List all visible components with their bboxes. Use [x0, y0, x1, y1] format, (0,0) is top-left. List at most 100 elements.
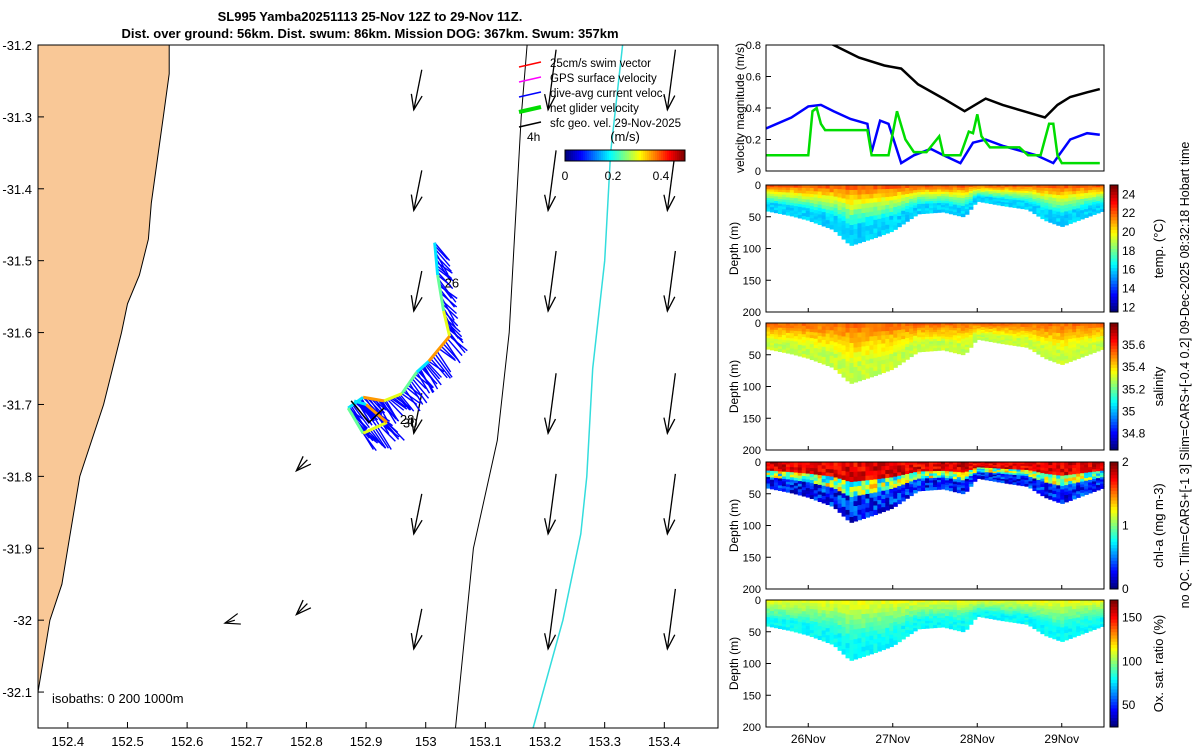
- section-cell: [857, 600, 863, 606]
- section-cell: [1008, 188, 1014, 192]
- section-cell: [837, 641, 843, 647]
- section-cell: [817, 616, 823, 621]
- section-cell: [964, 342, 970, 346]
- section-cell: [766, 462, 771, 465]
- section-cell: [869, 349, 874, 356]
- section-cell: [869, 327, 874, 333]
- section-cell: [964, 344, 970, 348]
- section-cell: [936, 486, 942, 490]
- section-cell: [1076, 494, 1081, 498]
- section-cell: [865, 198, 870, 205]
- section-cell: [976, 468, 982, 471]
- section-cell: [1052, 358, 1057, 363]
- section-cell: [821, 198, 827, 203]
- x-tick-label: 27Nov: [875, 732, 910, 746]
- section-cell: [773, 185, 779, 189]
- section-cell: [813, 210, 819, 215]
- section-cell: [897, 613, 902, 619]
- arrow-head: [410, 93, 423, 112]
- section-cell: [1064, 217, 1069, 223]
- dive-avg-current-vector: [443, 310, 459, 327]
- section-cell: [980, 328, 986, 331]
- section-cell: [1080, 467, 1085, 472]
- section-cell: [881, 368, 886, 374]
- section-cell: [1052, 323, 1057, 328]
- section-cell: [893, 465, 898, 471]
- section-cell: [921, 478, 926, 482]
- section-cell: [829, 352, 835, 357]
- section-cell: [1000, 201, 1006, 205]
- section-cell: [1008, 328, 1014, 331]
- section-cell: [1036, 195, 1041, 199]
- section-cell: [1072, 609, 1077, 614]
- section-cell: [861, 203, 867, 210]
- section-cell: [793, 615, 799, 620]
- section-cell: [917, 327, 922, 331]
- section-cell: [777, 323, 783, 327]
- section-cell: [956, 477, 962, 481]
- section-cell: [984, 333, 990, 336]
- section-cell: [933, 338, 938, 343]
- section-cell: [1000, 606, 1006, 610]
- section-cell: [1036, 192, 1041, 197]
- section-cell: [813, 326, 819, 331]
- section-cell: [1064, 198, 1069, 203]
- section-cell: [996, 334, 1002, 337]
- section-cell: [829, 480, 835, 485]
- section-cell: [905, 611, 910, 616]
- section-cell: [905, 608, 910, 613]
- section-cell: [1016, 200, 1022, 203]
- section-cell: [821, 637, 827, 642]
- section-cell: [1088, 345, 1093, 350]
- section-cell: [1060, 212, 1065, 217]
- section-cell: [948, 485, 954, 489]
- section-cell: [893, 221, 898, 227]
- section-cell: [1032, 600, 1037, 604]
- section-cell: [933, 477, 938, 482]
- section-cell: [1016, 332, 1022, 336]
- section-cell: [929, 334, 934, 338]
- section-cell: [881, 351, 886, 357]
- section-cell: [901, 213, 906, 219]
- section-cell: [996, 199, 1002, 203]
- section-cell: [976, 467, 982, 470]
- section-cell: [1032, 339, 1037, 343]
- section-cell: [809, 356, 815, 361]
- land-area: [37, 44, 170, 728]
- section-cell: [813, 603, 819, 608]
- section-cell: [925, 341, 930, 345]
- section-cell: [976, 609, 982, 612]
- section-cell: [976, 193, 982, 196]
- section-cell: [1008, 337, 1014, 340]
- section-cell: [766, 485, 771, 489]
- section-cell: [1032, 621, 1037, 625]
- section-cell: [905, 470, 910, 475]
- section-cell: [992, 609, 998, 612]
- section-cell: [849, 655, 855, 661]
- section-cell: [1000, 188, 1006, 191]
- section-cell: [837, 214, 843, 220]
- section-cell: [849, 225, 855, 231]
- section-cell: [1056, 198, 1061, 203]
- section-cell: [1092, 612, 1097, 616]
- colorbar-cell: [1110, 609, 1118, 614]
- section-cell: [1036, 328, 1041, 332]
- section-cell: [893, 625, 898, 631]
- section-cell: [857, 485, 863, 492]
- section-cell: [877, 621, 882, 627]
- section-cell: [1096, 602, 1101, 606]
- section-cell: [905, 600, 910, 604]
- section-cell: [1040, 187, 1045, 192]
- section-cell: [877, 612, 882, 618]
- section-cell: [809, 462, 815, 466]
- section-cell: [948, 192, 954, 196]
- section-cell: [929, 185, 934, 189]
- section-cell: [1040, 605, 1045, 610]
- section-cell: [889, 185, 894, 190]
- dive-avg-current-vector: [414, 373, 434, 389]
- section-cell: [948, 327, 954, 331]
- section-cell: [857, 199, 863, 205]
- colorbar-cell: [1110, 535, 1118, 539]
- y-tick-label: 100: [743, 382, 761, 394]
- section-cell: [1068, 490, 1073, 495]
